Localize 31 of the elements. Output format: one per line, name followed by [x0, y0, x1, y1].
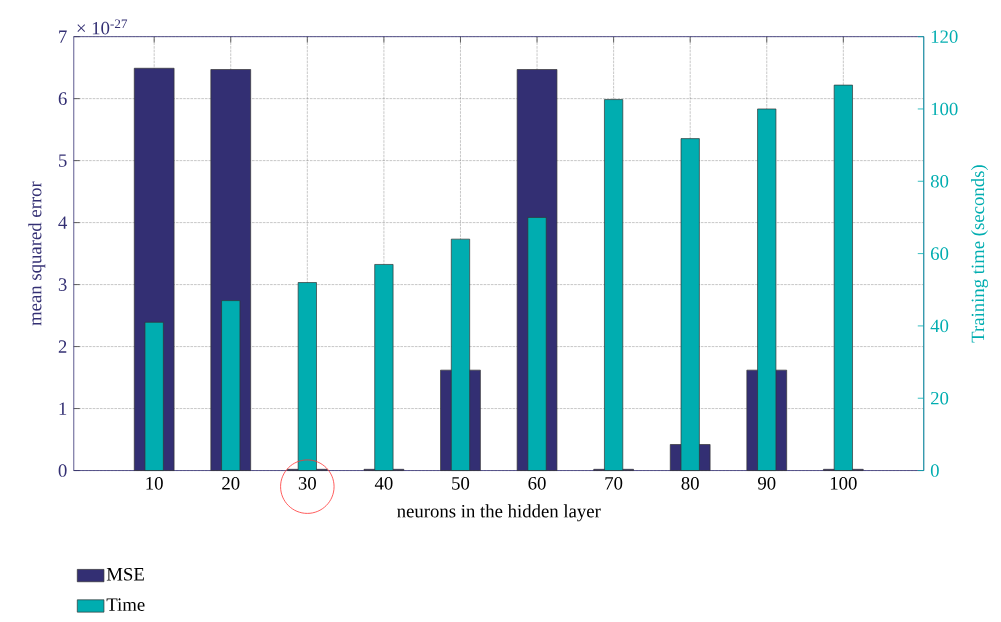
y-tick-label: 0: [58, 464, 67, 477]
y2-tick-label: 100: [931, 102, 958, 116]
y-tick-label: 1: [59, 402, 67, 415]
y-axis-title: mean squared error: [28, 181, 46, 326]
x-tick-label: 50: [452, 476, 470, 490]
y2-axis-title: Training time (seconds): [971, 165, 989, 343]
x-tick-label: 20: [222, 476, 240, 490]
x-tick-label: 60: [528, 476, 546, 490]
y2-tick-label: 0: [930, 464, 939, 477]
y-tick-label: 3: [58, 278, 67, 291]
y-tick-label: 4: [58, 216, 68, 229]
x-tick-label: 30: [298, 476, 316, 490]
y2-tick-label: 40: [930, 319, 949, 333]
legend-label: Time: [106, 598, 145, 611]
y2-tick-label: 80: [930, 174, 949, 188]
y2-tick-label: 60: [930, 247, 949, 260]
x-tick-label: 100: [830, 476, 857, 490]
text: × 10$^{-27}$: [77, 19, 128, 35]
y2-tick-label: 20: [931, 391, 949, 405]
y2-tick-label: 120: [931, 30, 958, 43]
x-tick-label: 10: [146, 476, 163, 490]
x-tick-label: 80: [681, 476, 699, 490]
y-tick-label: 5: [59, 154, 67, 167]
y-tick-label: 7: [59, 30, 67, 43]
x-axis-title: neurons in the hidden layer: [397, 504, 601, 522]
y-tick-label: 6: [58, 92, 67, 105]
legend-label: MSE: [106, 567, 144, 581]
x-tick-label: 90: [757, 476, 776, 490]
y-tick-label: 2: [58, 340, 67, 353]
x-tick-label: 40: [374, 476, 393, 490]
x-tick-label: 70: [605, 476, 623, 490]
